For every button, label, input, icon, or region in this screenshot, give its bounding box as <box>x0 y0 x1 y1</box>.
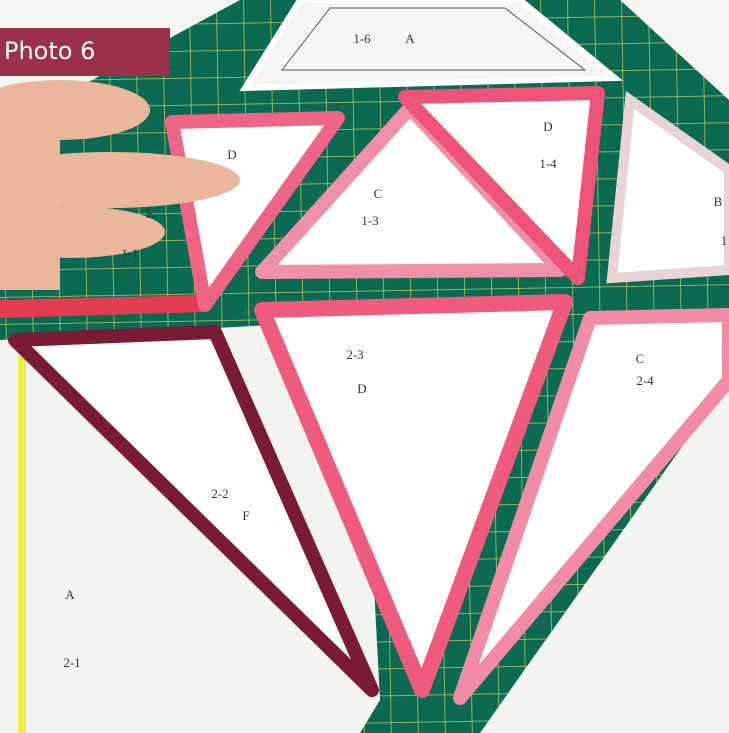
piece-label: 1-6 <box>353 31 371 46</box>
piece-label: A <box>65 587 75 602</box>
yellow-edge <box>18 355 26 733</box>
caption: Photo 6 <box>4 37 95 65</box>
piece-label: 2-4 <box>636 373 654 388</box>
piece-label: C <box>636 351 645 366</box>
piece-label: 1 <box>721 233 728 248</box>
piece-label: C <box>374 186 383 201</box>
piece-label: D <box>227 147 236 162</box>
piece-label: B <box>714 194 723 209</box>
piece-label: A <box>405 31 415 46</box>
photo: Photo 6 1-6 A D 1-4 C 1-3 D E 1-1 B 1 2-3 D C 2-4 2-2 F A… <box>0 0 729 733</box>
piece-label: 1-4 <box>539 156 557 171</box>
piece-label: 2-3 <box>346 347 363 362</box>
piece-label: 2-1 <box>63 655 80 670</box>
piece-label: E <box>146 206 154 221</box>
piece-label: D <box>357 381 366 396</box>
piece-label: 2-2 <box>211 486 228 501</box>
piece-label: 1-3 <box>361 213 378 228</box>
piece-label: D <box>543 119 552 134</box>
piece-label: F <box>242 508 249 523</box>
piece-label: 1-1 <box>121 246 138 261</box>
